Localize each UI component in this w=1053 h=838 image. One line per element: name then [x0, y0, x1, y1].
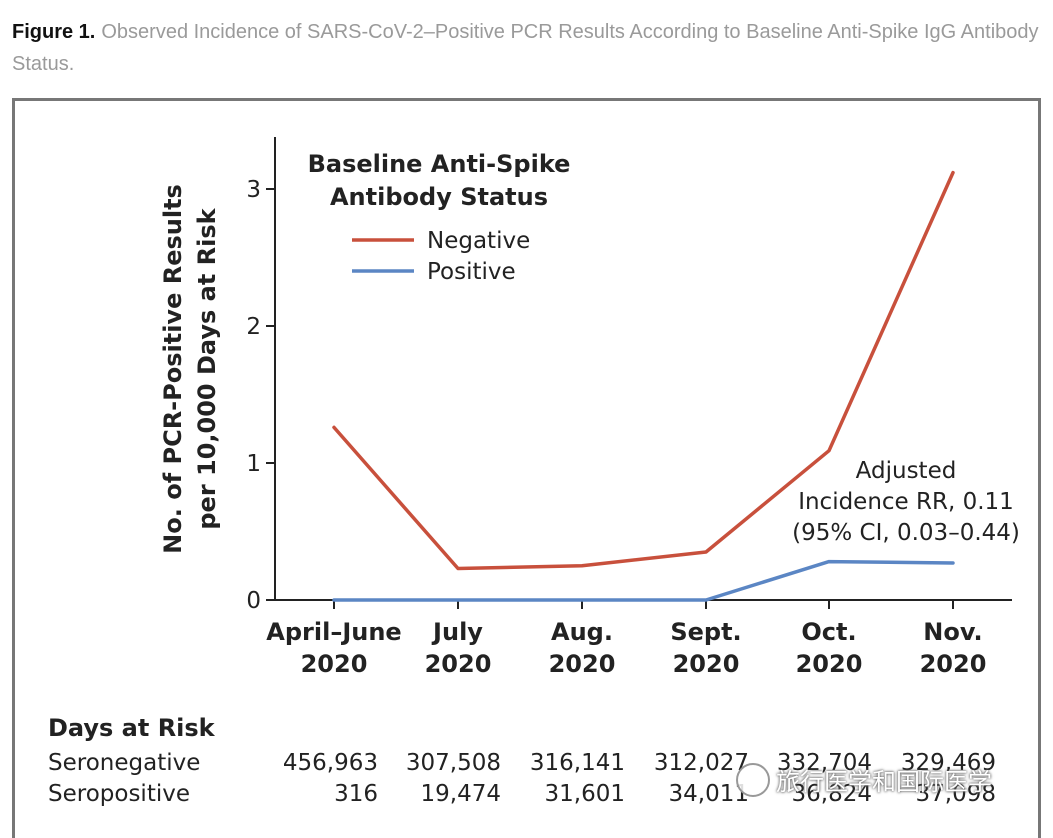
figure-label: Figure 1.	[12, 21, 96, 43]
watermark-text: 旅行医学和国际医学	[776, 768, 992, 796]
y-axis-label: No. of PCR-Positive Results per 10,000 Da…	[159, 184, 221, 554]
wechat-icon	[736, 762, 770, 797]
risk-cell: 34,011	[669, 781, 749, 807]
chart-series	[332, 170, 955, 602]
risk-cell: 307,508	[406, 750, 501, 776]
y-tick-label: 3	[246, 177, 261, 203]
x-tick-label: 2020	[301, 650, 368, 678]
x-tick-label: 2020	[796, 650, 863, 678]
risk-cell: 316	[334, 781, 378, 807]
series-line-negative	[332, 170, 955, 571]
annotation-line: (95% CI, 0.03–0.44)	[792, 520, 1020, 546]
x-tick-label: April–June	[266, 618, 401, 646]
y-axis-label-line: No. of PCR-Positive Results	[159, 184, 187, 554]
x-tick-label: Aug.	[551, 618, 613, 646]
legend-title-line: Antibody Status	[330, 183, 548, 211]
risk-cell: 312,027	[654, 750, 749, 776]
watermark: 旅行医学和国际医学	[736, 762, 992, 797]
figure-frame	[12, 98, 1041, 838]
days-at-risk-table: Days at Risk Seronegative 456,963 307,508 31…	[48, 714, 996, 807]
risk-cell: 316,141	[530, 750, 625, 776]
risk-cell: 37,098	[916, 781, 996, 807]
x-tick-label: 2020	[425, 650, 492, 678]
x-tick-label: Oct.	[801, 618, 856, 646]
legend-title-line: Baseline Anti-Spike	[308, 150, 571, 178]
y-tick-label: 0	[246, 588, 261, 614]
risk-cell: 36,824	[792, 781, 872, 807]
x-tick-label: Sept.	[670, 618, 741, 646]
risk-cell: 456,963	[283, 750, 378, 776]
chart-legend: Baseline Anti-Spike Antibody Status Negati…	[308, 150, 571, 285]
annotation-line: Incidence RR, 0.11	[798, 489, 1014, 515]
risk-cell: 329,469	[901, 750, 996, 776]
risk-cell: 31,601	[545, 781, 625, 807]
chart-axes: 0 1 2 3 April–June 2020 July 2020 Aug. 2020 Sept. 2…	[159, 137, 1012, 678]
figure-caption-text: Observed Incidence of SARS-CoV-2–Positiv…	[12, 21, 1039, 75]
x-tick-label: July	[431, 618, 483, 646]
x-tick-label: 2020	[673, 650, 740, 678]
legend-label-positive: Positive	[427, 259, 516, 285]
x-tick-label: 2020	[549, 650, 616, 678]
figure-caption: Figure 1. Observed Incidence of SARS-CoV-…	[12, 16, 1042, 80]
risk-row-label: Seropositive	[48, 781, 190, 807]
y-tick-label: 1	[246, 451, 261, 477]
risk-row-label: Seronegative	[48, 750, 200, 776]
y-axis-label-line: per 10,000 Days at Risk	[193, 207, 221, 529]
chart-annotation: Adjusted Incidence RR, 0.11 (95% CI, 0.03–…	[792, 458, 1020, 546]
legend-label-negative: Negative	[427, 228, 530, 254]
y-tick-label: 2	[246, 314, 261, 340]
risk-cell: 19,474	[421, 781, 501, 807]
risk-cell: 332,704	[777, 750, 872, 776]
x-tick-label: 2020	[920, 650, 987, 678]
risk-table-title: Days at Risk	[48, 714, 216, 742]
series-line-positive	[332, 559, 955, 602]
x-tick-label: Nov.	[923, 618, 982, 646]
annotation-line: Adjusted	[856, 458, 957, 484]
